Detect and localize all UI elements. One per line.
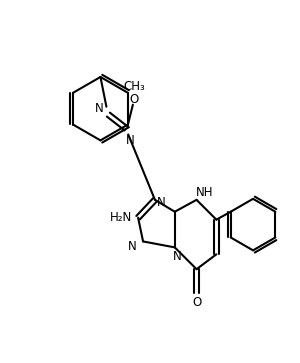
Text: O: O — [192, 296, 201, 309]
Text: N: N — [173, 250, 182, 263]
Text: N: N — [157, 196, 165, 209]
Text: CH₃: CH₃ — [123, 80, 145, 93]
Text: N: N — [126, 134, 135, 147]
Text: NH: NH — [196, 186, 213, 199]
Text: N: N — [128, 240, 136, 253]
Text: N: N — [95, 102, 104, 115]
Text: H₂N: H₂N — [110, 211, 132, 224]
Text: O: O — [129, 93, 139, 106]
